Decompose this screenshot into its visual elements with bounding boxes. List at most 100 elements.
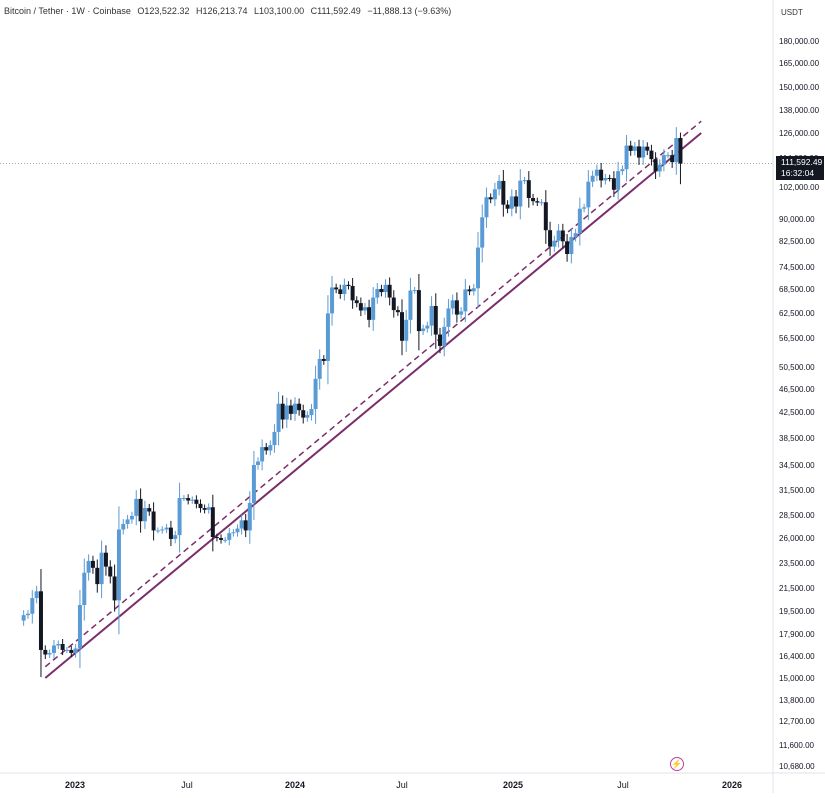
candle (206, 503, 211, 514)
candle (116, 506, 121, 635)
candle-body (412, 290, 417, 292)
candle-body (342, 284, 347, 295)
candle-body (25, 613, 30, 616)
candle (624, 135, 629, 182)
candle (586, 170, 591, 221)
candle (484, 187, 489, 228)
candle (297, 398, 302, 416)
candle-body (256, 461, 261, 465)
candle (30, 590, 35, 624)
candle (321, 355, 326, 365)
candle (227, 527, 232, 546)
candle (531, 193, 536, 206)
candle (214, 533, 219, 542)
candle (231, 528, 236, 537)
candle (247, 491, 252, 544)
candle (121, 519, 126, 535)
candle-body (90, 560, 95, 568)
candle-body (616, 171, 621, 190)
candle (354, 296, 359, 308)
candle (628, 140, 633, 156)
candle-body (484, 197, 489, 218)
y-tick-label: 28,500.00 (779, 511, 815, 520)
candle-body (142, 508, 147, 522)
candle-body (552, 240, 557, 247)
candle (60, 639, 65, 656)
candle-body (590, 175, 595, 182)
candle (408, 277, 413, 334)
candle (535, 197, 540, 207)
candle (425, 321, 430, 333)
candle (284, 397, 289, 428)
candle-body (391, 297, 396, 311)
candle (309, 403, 314, 421)
candle-body (395, 310, 400, 313)
candle-body (476, 247, 481, 289)
candle (77, 589, 82, 669)
candle-body (450, 300, 455, 309)
candle-body (155, 530, 160, 532)
x-tick-label: Jul (181, 780, 193, 790)
y-tick-label: 46,500.00 (779, 385, 815, 394)
y-tick-label: 10,680.00 (779, 762, 815, 771)
candle-body (223, 539, 228, 541)
candle (313, 365, 318, 424)
candle-body (367, 307, 372, 320)
candle-body (116, 529, 121, 601)
candle-body (210, 507, 215, 538)
candle-body (522, 180, 527, 182)
candle (194, 495, 199, 509)
candle (674, 127, 679, 175)
candle-body (264, 447, 269, 451)
candle-body (446, 308, 451, 327)
x-tick-label: Jul (617, 780, 629, 790)
candle-body (138, 498, 143, 522)
candle (173, 530, 178, 544)
currency-label[interactable]: USDT (781, 8, 803, 17)
candle-body (272, 431, 277, 446)
low-value: L103,100.00 (254, 6, 305, 16)
candle-body (425, 325, 430, 329)
candle (43, 645, 48, 660)
candle-body (168, 527, 173, 539)
candle (317, 349, 322, 390)
candle (395, 306, 400, 316)
candle (338, 284, 343, 299)
candle (404, 309, 409, 353)
candle (325, 295, 330, 385)
candle (670, 149, 675, 168)
candle-body (293, 403, 297, 414)
candle (367, 299, 372, 328)
lightning-icon[interactable]: ⚡ (670, 757, 684, 771)
candle (69, 645, 74, 658)
candle-body (670, 155, 675, 163)
candle (518, 169, 523, 220)
candle-body (82, 572, 87, 606)
candle (488, 193, 493, 204)
candle (86, 554, 91, 581)
candle (198, 499, 203, 513)
candle-body (177, 498, 182, 536)
candle-body (404, 319, 409, 341)
candle (429, 296, 434, 336)
y-tick-label: 102,000.00 (779, 183, 820, 192)
candle (636, 139, 641, 165)
y-tick-label: 19,500.00 (779, 607, 815, 616)
candle-body (628, 145, 633, 151)
candle-body (577, 208, 582, 234)
candle (603, 173, 608, 185)
candle-body (641, 146, 646, 158)
candle-body (514, 196, 519, 207)
candle (301, 404, 306, 424)
candle-body (334, 287, 339, 290)
candle (210, 494, 215, 552)
candle (219, 534, 224, 544)
candle (56, 640, 61, 650)
candle (202, 504, 207, 514)
candle-body (51, 645, 56, 653)
high-value: H126,213.74 (195, 6, 248, 16)
candle (142, 500, 147, 530)
candle-body (539, 202, 544, 204)
